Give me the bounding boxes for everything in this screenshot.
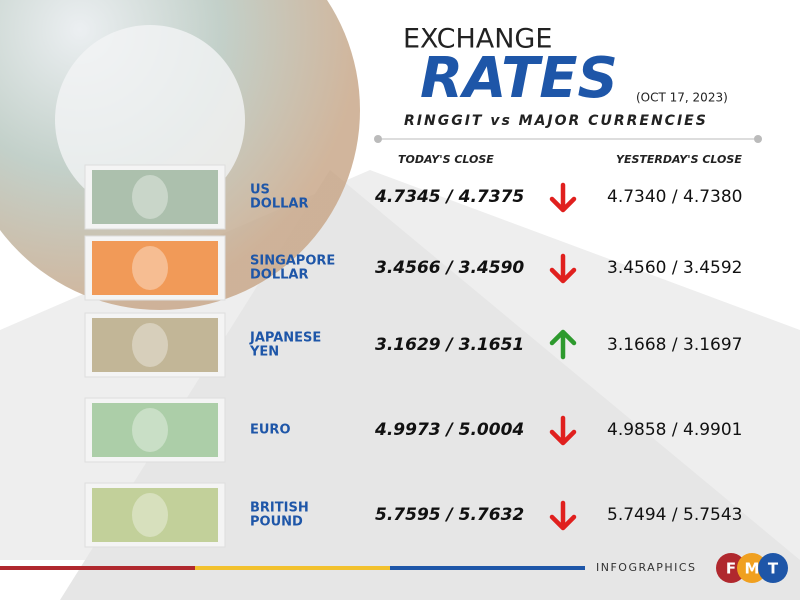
today-rate: 3.1629 / 3.1651 [375,335,524,355]
trend-arrow [549,329,577,360]
footer-bar [0,566,195,570]
today-rate: 5.7595 / 5.7632 [375,505,524,525]
currency-name: YEN [249,345,279,360]
yesterday-rate: 4.9858 / 4.9901 [607,420,743,440]
yesterday-rate: 3.1668 / 3.1697 [607,335,743,355]
today-rate: 4.7345 / 4.7375 [374,187,524,207]
currency-name: EURO [250,423,291,438]
footer-bar [390,566,585,570]
banknote-print [92,488,218,542]
banknote-portrait [132,175,168,219]
currency-name: JAPANESE [249,331,321,346]
trend-arrow [549,415,577,446]
banknote-print [92,403,218,457]
logo-letter: F [726,560,736,578]
yesterday-rate: 5.7494 / 5.7543 [607,505,743,525]
footer-label: INFOGRAPHICS [596,561,697,574]
currency-name: DOLLAR [250,268,308,283]
logo-letter: T [768,560,779,578]
banknote-portrait [132,323,168,367]
logo-circle [758,553,788,583]
trend-arrow [549,253,577,284]
currency-name: US [250,183,270,198]
column-header: TODAY'S CLOSE [398,153,494,166]
footer-bar [195,566,390,570]
today-rate: 3.4566 / 3.4590 [375,258,524,278]
divider-dot [374,135,382,143]
background-shape [60,170,800,600]
yesterday-rate: 3.4560 / 3.4592 [607,258,743,278]
currency-name: POUND [250,515,303,530]
yesterday-rate: 4.7340 / 4.7380 [607,187,743,207]
currency-name: DOLLAR [250,197,308,212]
banknote-portrait [132,408,168,452]
trend-arrow [549,500,577,531]
logo-circle [716,553,746,583]
banknote-print [92,241,218,295]
logo-letter: M [745,560,760,578]
today-rate: 4.9973 / 5.0004 [374,420,524,440]
banknote-print [92,318,218,372]
trend-arrow [549,182,577,213]
banknote-print [92,170,218,224]
pre-title: EXCHANGE [403,24,552,55]
banknote-portrait [132,493,168,537]
logo-circle [737,553,767,583]
currency-name: SINGAPORE [250,254,335,269]
column-header: YESTERDAY'S CLOSE [616,153,742,166]
divider-dot [754,135,762,143]
subtitle: RINGGIT vs MAJOR CURRENCIES [404,113,708,129]
banknote-portrait [132,246,168,290]
date: (OCT 17, 2023) [636,91,728,105]
title: RATES [420,46,618,111]
currency-name: BRITISH [250,501,309,516]
